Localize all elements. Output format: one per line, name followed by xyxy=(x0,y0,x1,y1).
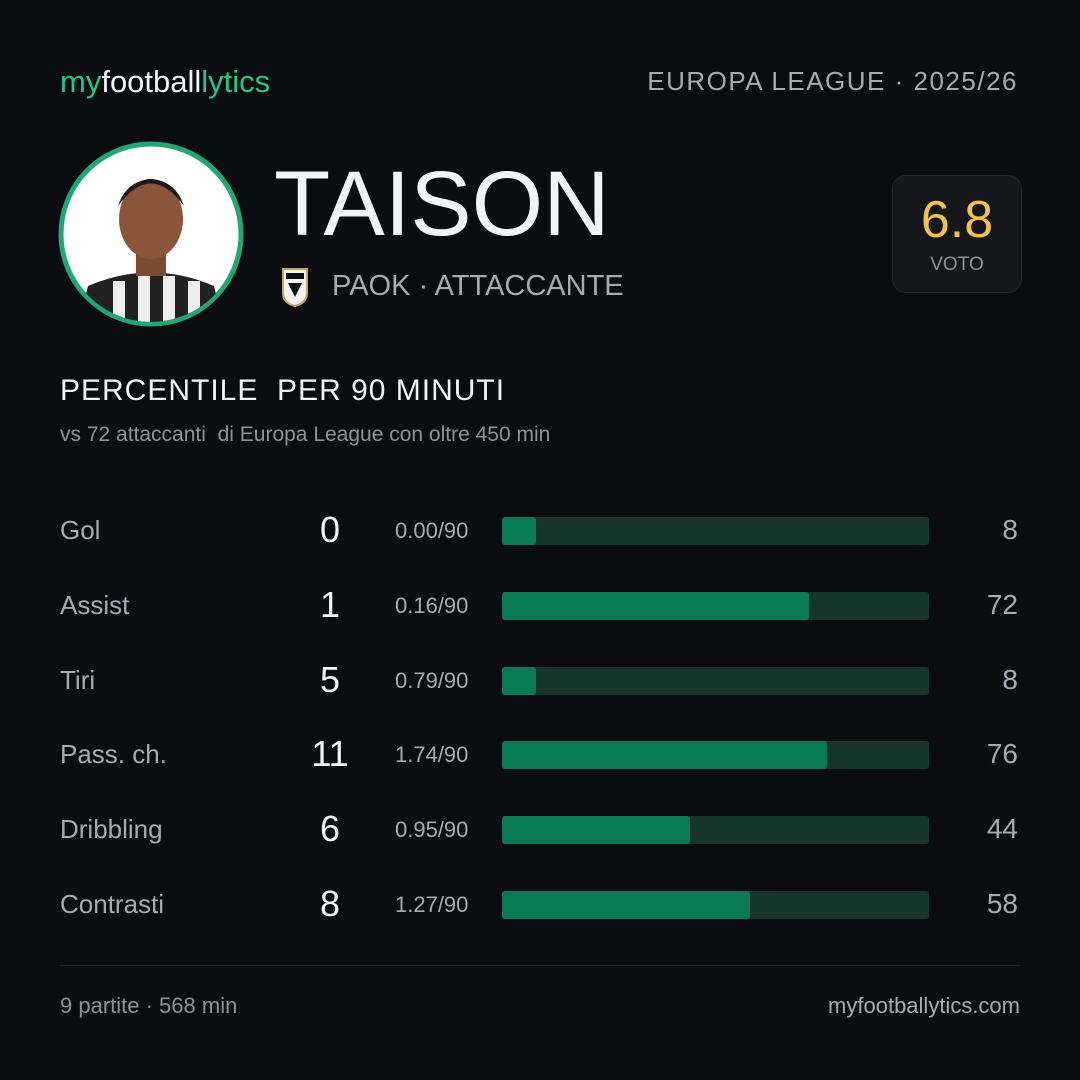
bar-track xyxy=(502,891,929,919)
percentile-bar xyxy=(502,591,810,620)
stat-percentile: 8 xyxy=(1002,663,1018,695)
stat-total: 0 xyxy=(319,509,341,550)
stat-label: Gol xyxy=(60,515,101,545)
stat-label: Assist xyxy=(60,589,130,620)
bar-track xyxy=(502,816,929,845)
stat-label: Dribbling xyxy=(60,814,163,845)
stat-total: 1 xyxy=(319,583,341,625)
rating: 6.8 xyxy=(920,191,994,249)
stat-per90: 0.00/90 xyxy=(395,518,469,543)
percentile-bar xyxy=(502,891,750,919)
bar-track xyxy=(502,666,929,695)
rating-box: 6.8 VOTO xyxy=(892,175,1022,293)
bar-track xyxy=(502,591,929,620)
percentile-bar xyxy=(502,517,537,545)
team-badge xyxy=(282,268,308,307)
rating-label: VOTO xyxy=(930,254,984,275)
divider xyxy=(60,965,1020,966)
stat-percentile: 44 xyxy=(986,813,1018,845)
brand-part: lytics xyxy=(201,64,271,99)
section-title: PERCENTILE PER 90 MINUTI xyxy=(60,374,506,407)
team-role: PAOK · ATTACCANTE xyxy=(332,270,624,302)
stat-per90: 0.79/90 xyxy=(395,667,469,693)
footer-site: myfootballytics.com xyxy=(828,993,1020,1018)
stat-per90: 0.95/90 xyxy=(395,817,469,843)
player-name: TAISON xyxy=(274,153,610,255)
stat-total: 6 xyxy=(319,808,341,850)
competition: EUROPA LEAGUE · 2025/26 xyxy=(647,66,1018,96)
player-photo xyxy=(58,141,244,327)
percentile-bar xyxy=(502,741,827,770)
stat-percentile: 76 xyxy=(986,738,1018,770)
brand: myfootballlytics xyxy=(60,64,270,100)
stat-label: Contrasti xyxy=(60,889,165,919)
stat-total: 8 xyxy=(319,883,341,924)
percentile-bar xyxy=(502,816,690,845)
footer-matches: 9 partite · 568 min xyxy=(60,993,238,1018)
stat-total: 5 xyxy=(319,658,341,700)
stat-percentile: 8 xyxy=(1002,514,1018,545)
bar-track xyxy=(502,517,929,545)
stat-label: Pass. ch. xyxy=(60,739,167,770)
stat-percentile: 72 xyxy=(986,588,1018,620)
stat-per90: 1.74/90 xyxy=(395,742,469,768)
bar-track xyxy=(502,741,929,770)
brand-part: football xyxy=(101,64,202,99)
brand-part: my xyxy=(60,64,102,99)
stat-per90: 1.27/90 xyxy=(395,892,469,917)
stat-percentile: 58 xyxy=(986,888,1018,919)
section-subtitle: vs 72 attaccanti di Europa League con ol… xyxy=(60,423,551,446)
stat-label: Tiri xyxy=(60,664,96,695)
stat-per90: 0.16/90 xyxy=(395,592,469,618)
percentile-bar xyxy=(502,666,537,695)
stat-total: 11 xyxy=(311,733,349,775)
